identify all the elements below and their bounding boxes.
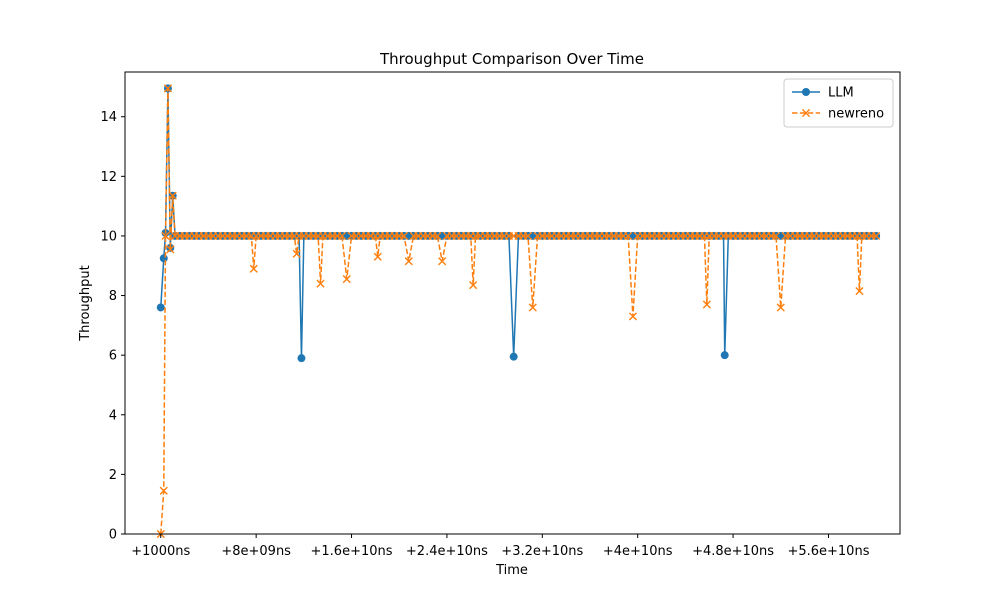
series-newreno-point [872,231,881,241]
x-tick-label: +3.2e+10ns [501,544,583,559]
series-newreno-point [528,303,537,312]
series-newreno-point [776,303,785,312]
x-tick-label: +1000ns [131,544,190,559]
y-axis-ticks: 0 2 4 6 8 10 12 14 [100,110,125,543]
legend-newreno-label: newreno [828,107,884,122]
series-newreno-point [292,249,301,258]
legend: LLM newreno [783,78,894,128]
series-newreno-point [855,286,864,296]
series-newreno-point [249,264,258,273]
series-newreno-point [337,231,347,241]
series-newreno-group [156,84,881,539]
legend-newreno-marker [801,108,811,118]
x-axis-title: Time [495,563,528,578]
series-newreno-point [159,486,168,495]
series-newreno-point [469,281,478,290]
series-newreno-point [771,231,781,241]
y-tick-label: 4 [109,408,117,423]
series-llm-point [159,254,168,263]
y-axis-title: Throughput [78,265,93,342]
series-newreno-point [342,275,351,284]
series-newreno-point [404,257,413,266]
series-newreno-point [161,231,170,241]
series-llm-point [297,354,306,363]
y-tick-label: 8 [109,289,117,304]
legend-llm-label: LLM [828,86,854,101]
plot-area-frame [124,71,901,535]
y-tick-label: 12 [100,170,117,185]
y-tick-label: 0 [109,528,117,543]
x-tick-label: +4e+10ns [603,544,673,559]
series-newreno-point [433,231,442,241]
series-llm-point [156,303,165,312]
series-newreno-point [373,252,382,261]
series-newreno-point [624,231,633,241]
series-newreno-point [316,279,325,288]
series-newreno-point [163,84,173,93]
y-tick-label: 10 [100,229,117,244]
y-tick-label: 6 [109,349,117,364]
chart-title: Throughput Comparison Over Time [379,50,644,68]
x-tick-label: +2.4e+10ns [406,544,488,559]
series-llm-point [509,352,518,361]
x-axis-ticks: +1000ns +8e+09ns +1.6e+10ns +2.4e+10ns +3.2e… [131,534,870,559]
series-newreno-point [168,191,177,200]
y-tick-label: 14 [100,110,117,125]
series-newreno-point [702,300,711,309]
series-newreno-point [523,231,533,241]
x-tick-label: +5.6e+10ns [787,544,869,559]
legend-llm-marker [802,88,810,96]
legend-box [783,78,894,128]
series-llm-point [720,351,729,360]
series-newreno-point [438,257,447,266]
x-tick-label: +1.6e+10ns [311,544,393,559]
x-tick-label: +8e+09ns [221,544,291,559]
x-tick-label: +4.8e+10ns [692,544,774,559]
series-newreno-point [628,312,638,321]
y-tick-label: 2 [109,468,117,483]
plot-marks [156,84,881,539]
series-newreno-point [399,231,409,241]
series-newreno-point [166,245,175,254]
